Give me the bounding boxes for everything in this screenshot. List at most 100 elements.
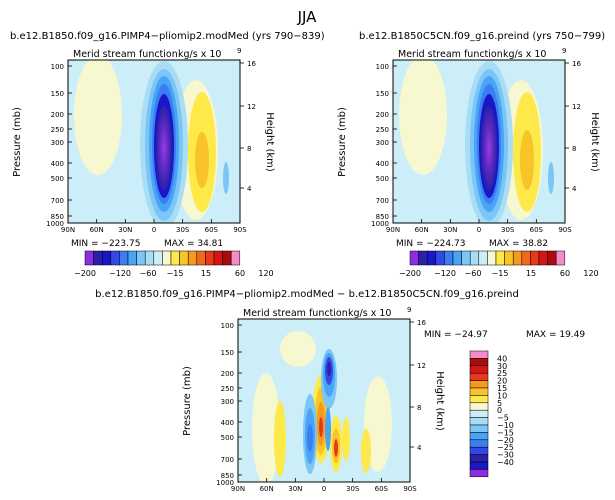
panel-1-colorbar-box (153, 250, 163, 266)
diff-colorbar-label: −20 (497, 436, 514, 445)
panel-1-colorbar-label: −120 (109, 269, 131, 278)
panel-3-y-tick-label: 850 (221, 472, 234, 480)
panel-1-colorbar-box (170, 250, 180, 266)
diff-colorbar-box (469, 409, 489, 418)
panel-1-y-tick-label: 400 (51, 160, 64, 168)
panel-3-subtitle-left: Merid stream function (243, 308, 348, 319)
panel-1-colorbar-box (110, 250, 120, 266)
panel-3-x-tick-label: 30S (346, 485, 360, 493)
panel-1-x-tick-label: 90N (61, 226, 75, 234)
panel-2-max-label: MAX = 38.82 (489, 239, 548, 249)
panel-3-h-tick-label: 4 (417, 444, 422, 452)
panel-3-y-tick-label: 700 (221, 456, 234, 464)
panel-2-y-tick-label: 150 (376, 90, 389, 98)
panel-2-title: b.e12.B1850C5CN.f09_g16.preind (yrs 750−… (359, 31, 605, 42)
panel-2-h-ticks: 16 12 8 4 (565, 60, 581, 193)
panel-2-ylabel: Pressure (mb) (337, 107, 348, 177)
panel-2-colorbar-box (555, 250, 566, 266)
panel-2-h-tick-label: 12 (572, 103, 581, 111)
panel-2-colorbar-box (426, 250, 437, 266)
diff-colorbar-label: 5 (497, 399, 502, 408)
panel-1-x-tick-label: 30S (176, 226, 190, 234)
panel-2-units: kg/s x 10 (503, 49, 546, 60)
panel-1-x-tick-label: 0 (152, 226, 156, 234)
panel-1-ylabel-right: Height (km) (264, 112, 275, 172)
panel-1-small-blue (223, 162, 229, 194)
panel-3-ylabel: Pressure (mb) (182, 366, 193, 436)
panel-1-subtitle-left: Merid stream function (73, 49, 178, 60)
panel-2-colorbar-box (495, 250, 505, 266)
panel-1-colorbar-box (222, 250, 232, 266)
panel-1-colorbar-box (213, 250, 223, 266)
panel-3-x-tick-label: 60S (375, 485, 389, 493)
panel-2-colorbar-label: −15 (492, 269, 509, 278)
diff-colorbar-box (469, 350, 489, 359)
panel-2-colorbar-box (538, 250, 548, 266)
panel-1-y-tick-label: 200 (51, 111, 64, 119)
panel-3-y-tick-label: 500 (221, 434, 234, 442)
panel-1-colorbar (84, 250, 241, 266)
diff-colorbar-box (469, 395, 489, 404)
diff-colorbar-box (469, 365, 489, 374)
panel-2-y-tick-label: 300 (376, 139, 389, 147)
panel-3-yellow-b (361, 429, 371, 473)
panel-2-colorbar-box (435, 250, 445, 266)
panel-2-x-tick-label: 0 (477, 226, 481, 234)
panel-2-colorbar-box (444, 250, 454, 266)
panel-top-right: b.e12.B1850C5CN.f09_g16.preind (yrs 750−… (337, 31, 605, 278)
diff-colorbar-box (469, 417, 489, 426)
panel-1-h-tick-label: 12 (247, 103, 256, 111)
panel-1-colorbar-box (162, 250, 172, 266)
panel-3-neg-3 (307, 424, 313, 452)
panel-2-colorbar-box (547, 250, 557, 266)
panel-1-x-tick-label: 90S (233, 226, 247, 234)
panel-1-min-label: MIN = −223.75 (71, 239, 140, 249)
panel-2-pos-orange (520, 130, 534, 190)
panel-3-neg-lower (325, 407, 331, 451)
panel-2-x-tick-label: 30N (443, 226, 457, 234)
panel-3-neg-top-4 (327, 362, 331, 376)
panel-3-units: kg/s x 10 (348, 308, 391, 319)
panel-2-neg-core (481, 106, 497, 190)
diff-colorbar-box (469, 469, 489, 478)
panel-2-y-tick-label: 1000 (371, 220, 389, 228)
diff-colorbar-label: −25 (497, 443, 514, 452)
panel-1-plot (68, 60, 240, 223)
panel-2-colorbar-box (452, 250, 462, 266)
panel-2-colorbar-box (409, 250, 419, 266)
panel-3-pale-3 (280, 331, 316, 367)
panel-1-y-tick-label: 100 (51, 63, 64, 71)
panel-1-x-tick-label: 30N (118, 226, 132, 234)
panel-1-y-tick-label: 850 (51, 213, 64, 221)
panel-1-colorbar-label: −200 (74, 269, 96, 278)
diff-colorbar-label: −30 (497, 451, 514, 460)
panel-2-colorbar-label: 120 (583, 269, 598, 278)
panel-2-colorbar-box (512, 250, 523, 266)
panel-2-x-tick-label: 60S (530, 226, 544, 234)
panel-2-x-ticks: 90N 60N 30N 0 30S 60S 90S (386, 219, 572, 234)
diff-colorbar-box (469, 446, 489, 455)
panel-3-x-tick-label: 90S (403, 485, 417, 493)
panel-3-yellow-c (342, 417, 350, 461)
panel-3-yellow-a (274, 401, 286, 477)
panel-3-x-ticks: 90N 60N 30N 0 30S 60S 90S (231, 478, 417, 493)
panel-1-h-tick-label: 4 (247, 185, 252, 193)
diff-colorbar-label: −40 (497, 458, 514, 467)
panel-1-colorbar-label: 60 (235, 269, 245, 278)
panel-1-ylabel: Pressure (mb) (12, 107, 23, 177)
diff-colorbar-label: 25 (497, 369, 507, 378)
panel-1-colorbar-box (205, 250, 215, 266)
panel-2-h-tick-label: 8 (572, 145, 576, 153)
panel-1-colorbar-box (119, 250, 129, 266)
panel-3-pos-4 (319, 417, 323, 437)
panel-3-y-tick-label: 100 (221, 322, 234, 330)
panel-2-h-tick-label: 4 (572, 185, 577, 193)
panel-2-colorbar-box (469, 250, 480, 266)
diff-colorbar-box (469, 461, 489, 470)
panel-1-y-tick-label: 1000 (46, 220, 64, 228)
panel-2-colorbar-box (418, 250, 428, 266)
